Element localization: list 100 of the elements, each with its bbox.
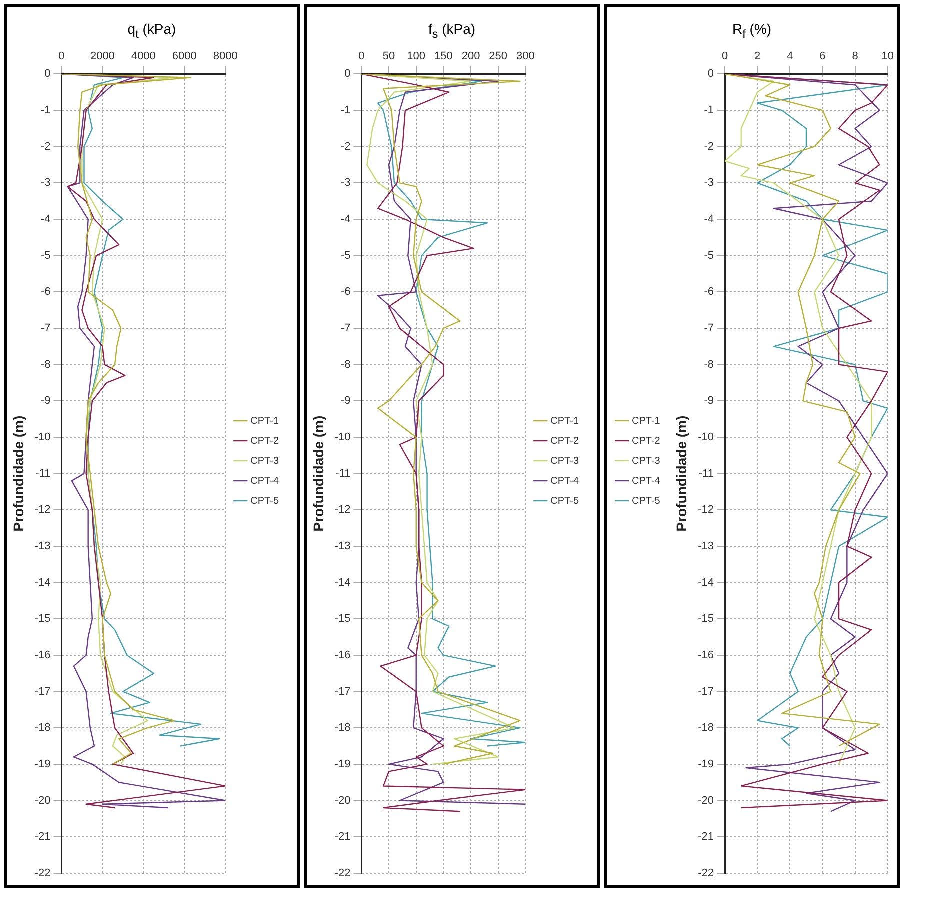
- y-tick-label: -13: [334, 540, 351, 552]
- y-tick-label: -14: [698, 576, 714, 589]
- legend-label: CPT-3: [632, 456, 661, 467]
- y-tick-label: -8: [704, 358, 714, 371]
- legend-label: CPT-2: [632, 436, 661, 447]
- x-tick-label: 250: [489, 50, 508, 63]
- y-tick-label: -10: [334, 432, 351, 444]
- chart-title: q$_{t}$ (kPa): [126, 20, 178, 43]
- y-tick-label: -7: [704, 322, 714, 335]
- y-tick-label: -21: [334, 831, 351, 844]
- y-tick-label: -22: [334, 867, 351, 880]
- y-tick-label: -12: [334, 504, 351, 516]
- y-tick-label: -20: [34, 794, 51, 807]
- y-tick-label: -12: [698, 504, 714, 516]
- y-tick-label: -4: [40, 214, 51, 226]
- legend-label: CPT-3: [250, 456, 280, 467]
- x-tick-label: 4: [787, 50, 794, 63]
- y-tick-label: -9: [704, 395, 714, 408]
- y-tick-label: -17: [34, 686, 51, 698]
- y-tick-label: 0: [344, 68, 351, 80]
- y-tick-label: -16: [698, 649, 714, 662]
- y-axis-title: Profundidade (m): [674, 416, 690, 532]
- x-tick-label: 150: [434, 50, 453, 63]
- y-tick-label: -4: [340, 214, 351, 226]
- y-tick-label: -21: [34, 831, 51, 844]
- legend-label: CPT-5: [250, 496, 280, 507]
- legend-label: CPT-4: [250, 476, 280, 487]
- y-tick-label: -14: [334, 576, 351, 589]
- x-tick-label: 0: [722, 50, 728, 63]
- y-tick-label: -8: [40, 358, 51, 371]
- y-tick-label: -15: [34, 613, 51, 626]
- y-tick-label: -13: [34, 540, 51, 552]
- y-tick-label: -21: [698, 831, 714, 844]
- y-tick-label: -2: [704, 140, 714, 153]
- y-tick-label: -3: [704, 177, 714, 190]
- legend-label: CPT-4: [632, 476, 661, 487]
- legend-label: CPT-2: [550, 436, 580, 447]
- y-tick-label: -10: [698, 432, 714, 444]
- x-tick-label: 100: [407, 50, 426, 63]
- x-tick-label: 10: [882, 50, 894, 63]
- y-axis-title: Profundidade (m): [310, 416, 326, 532]
- x-tick-label: 6: [820, 50, 826, 63]
- y-tick-label: -15: [334, 613, 351, 626]
- y-tick-label: -19: [334, 758, 351, 770]
- y-tick-label: -17: [698, 686, 714, 698]
- chart-title: R$_{f}$ (%): [731, 20, 773, 43]
- y-tick-label: -18: [334, 722, 351, 734]
- y-tick-label: -17: [334, 686, 351, 698]
- legend-label: CPT-1: [250, 416, 280, 427]
- y-tick-label: -2: [40, 140, 51, 153]
- legend-label: CPT-1: [550, 416, 580, 427]
- legend-label: CPT-3: [550, 456, 580, 467]
- y-tick-label: -11: [336, 468, 351, 480]
- y-tick-label: -3: [340, 177, 351, 190]
- x-tick-label: 0: [58, 50, 65, 63]
- legend-label: CPT-5: [550, 496, 580, 507]
- y-tick-label: -7: [340, 322, 351, 335]
- y-tick-label: -8: [340, 358, 351, 371]
- y-tick-label: 0: [44, 68, 51, 80]
- legend-label: CPT-5: [632, 496, 661, 507]
- y-tick-label: -15: [698, 613, 714, 626]
- x-tick-label: 6000: [172, 50, 197, 63]
- y-tick-label: -14: [34, 576, 51, 589]
- legend-label: CPT-1: [632, 416, 661, 427]
- y-tick-label: -2: [340, 140, 351, 153]
- chart-title: f$_{s}$ (kPa): [427, 20, 477, 43]
- y-tick-label: -3: [40, 177, 51, 190]
- x-tick-label: 0: [358, 50, 365, 63]
- y-tick-label: -6: [40, 286, 51, 298]
- y-tick-label: -5: [704, 250, 714, 262]
- x-tick-label: 2000: [90, 50, 115, 63]
- y-tick-label: -9: [340, 395, 351, 408]
- y-tick-label: -1: [704, 104, 714, 117]
- x-tick-label: 300: [516, 50, 535, 63]
- y-tick-label: 0: [708, 68, 714, 80]
- y-tick-label: -19: [698, 758, 714, 770]
- x-tick-label: 8000: [213, 50, 238, 63]
- x-tick-label: 50: [382, 50, 396, 63]
- y-tick-label: -13: [698, 540, 714, 552]
- y-tick-label: -5: [40, 250, 51, 262]
- y-tick-label: -18: [698, 722, 714, 734]
- y-tick-label: -6: [340, 286, 351, 298]
- y-tick-label: -5: [340, 250, 351, 262]
- y-tick-label: -11: [36, 468, 51, 480]
- y-tick-label: -20: [698, 794, 714, 807]
- y-tick-label: -16: [334, 649, 351, 662]
- y-tick-label: -19: [34, 758, 51, 770]
- y-tick-label: -6: [704, 286, 714, 298]
- y-tick-label: -20: [334, 794, 351, 807]
- legend-label: CPT-2: [250, 436, 280, 447]
- y-tick-label: -18: [34, 722, 51, 734]
- y-tick-label: -22: [34, 867, 51, 880]
- y-tick-label: -16: [34, 649, 51, 662]
- x-tick-label: 200: [462, 50, 480, 63]
- y-tick-label: -12: [34, 504, 51, 516]
- y-tick-label: -9: [40, 395, 51, 408]
- x-tick-label: 8: [852, 50, 858, 63]
- legend-label: CPT-4: [550, 476, 580, 487]
- y-tick-label: -10: [34, 432, 51, 444]
- x-tick-label: 2: [754, 50, 761, 63]
